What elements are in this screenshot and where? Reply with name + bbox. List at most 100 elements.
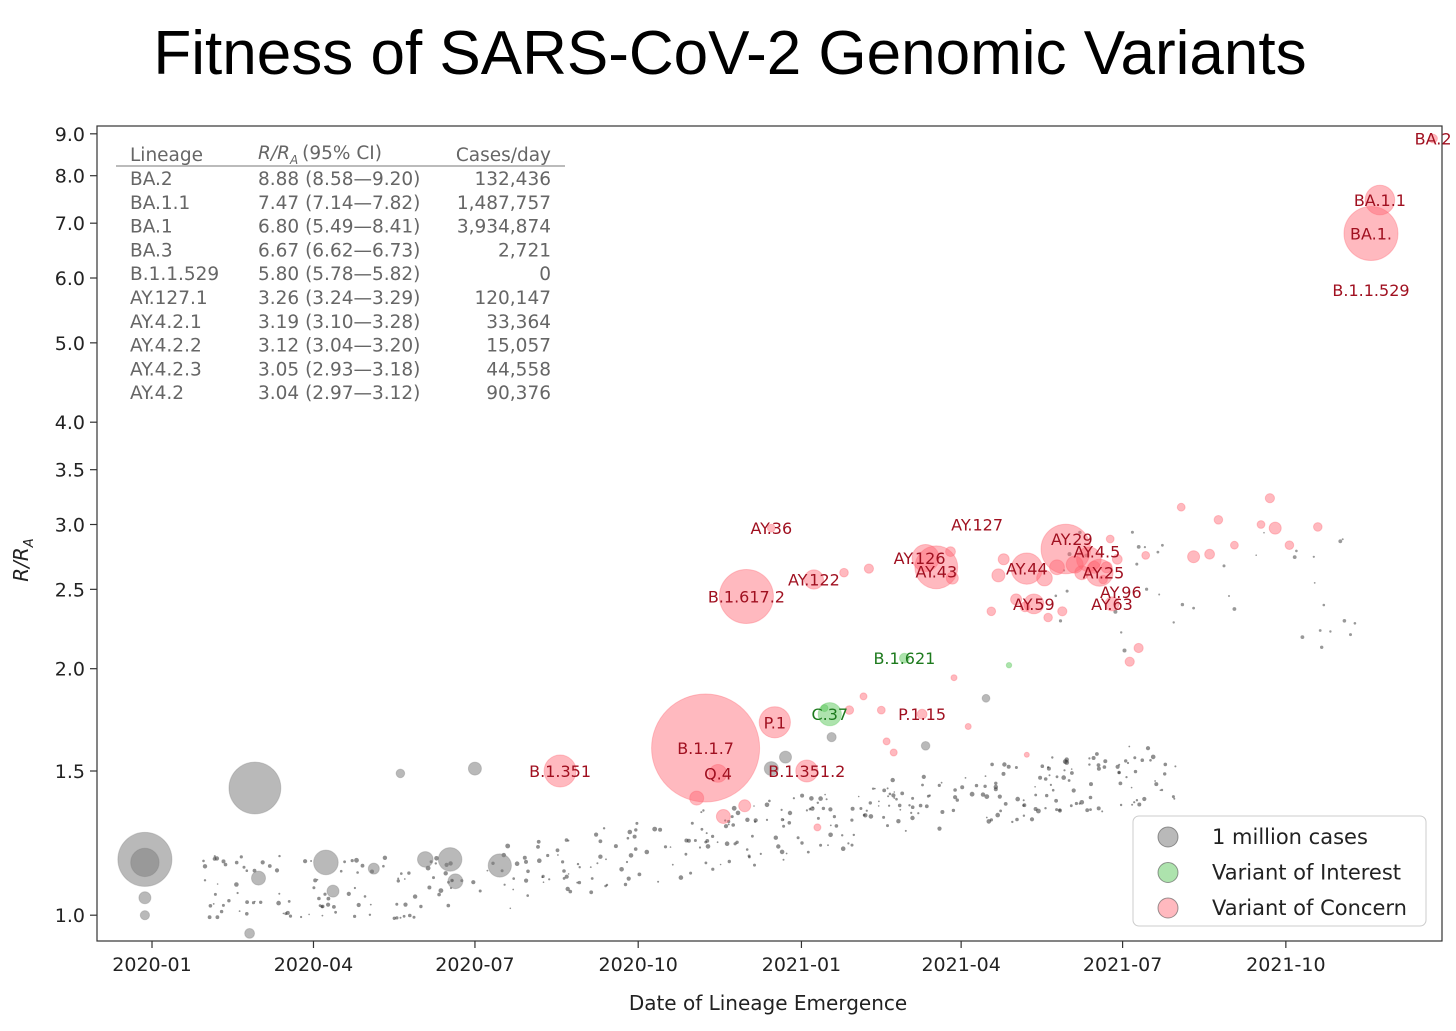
lineage-label: AY.59 xyxy=(1013,595,1055,614)
minor-lineage-dot xyxy=(1232,607,1237,611)
y-tick-label: 2.5 xyxy=(55,579,85,601)
minor-lineage-dot xyxy=(576,862,580,866)
minor-lineage-dot xyxy=(974,783,979,788)
minor-lineage-dot xyxy=(212,903,215,905)
minor-lineage-dot xyxy=(669,846,672,848)
minor-lineage-dot xyxy=(800,841,804,845)
minor-lineage-dot xyxy=(221,903,225,907)
minor-lineage-dot xyxy=(1070,768,1073,770)
minor-lineage-dot xyxy=(260,860,265,865)
lineage-point xyxy=(1343,206,1399,261)
minor-lineage-dot xyxy=(317,896,321,901)
minor-lineage-dot xyxy=(1067,552,1072,557)
table-cell-lineage: BA.1.1 xyxy=(130,193,190,214)
table-cell-cases: 33,364 xyxy=(486,312,551,333)
minor-lineage-dot xyxy=(221,859,226,864)
lineage-point xyxy=(766,523,776,533)
minor-lineage-dot xyxy=(787,821,792,825)
minor-lineage-dot xyxy=(326,896,331,901)
legend: 1 million cases Variant of Interest Varian… xyxy=(1132,815,1427,927)
y-axis-label-main: R/R xyxy=(9,547,33,582)
lineage-point-minor xyxy=(920,741,931,751)
minor-lineage-dot xyxy=(278,892,281,895)
minor-lineage-dot xyxy=(782,824,786,828)
minor-lineage-dot xyxy=(1173,797,1176,800)
lineage-label: B.1.1.7 xyxy=(677,739,734,758)
minor-lineage-dot xyxy=(711,834,715,839)
lineage-label: B.1.351.2 xyxy=(768,762,845,781)
x-tick-label: 2021-07 xyxy=(1083,954,1162,976)
minor-lineage-dot xyxy=(343,860,346,864)
minor-lineage-dot xyxy=(873,787,876,790)
lineage-point xyxy=(708,764,728,783)
minor-lineage-dot xyxy=(780,808,783,812)
minor-lineage-dot xyxy=(852,833,855,837)
lineage-point-minor xyxy=(859,692,868,701)
minor-lineage-dot xyxy=(564,838,569,842)
minor-lineage-dot xyxy=(1126,761,1130,765)
minor-lineage-dot xyxy=(1158,593,1161,596)
minor-lineage-dot xyxy=(353,914,357,919)
minor-lineage-dot xyxy=(753,863,756,867)
minor-lineage-dot xyxy=(282,912,285,915)
minor-lineage-dot xyxy=(346,891,351,897)
x-tick-label: 2020-04 xyxy=(274,954,353,976)
minor-lineage-dot xyxy=(1048,774,1051,777)
lineage-label: AY.44 xyxy=(1006,560,1048,579)
table-cell-cases: 120,147 xyxy=(474,288,551,309)
minor-lineage-dot xyxy=(202,864,208,869)
lineage-label: Q.4 xyxy=(704,764,732,783)
minor-lineage-dot xyxy=(984,794,990,799)
minor-lineage-dot xyxy=(1145,746,1151,751)
minor-lineage-dot xyxy=(403,878,406,880)
minor-lineage-dot xyxy=(897,803,902,808)
minor-lineage-dot xyxy=(1065,589,1069,593)
lineage-label: BA.2 xyxy=(1415,130,1452,149)
minor-lineage-dot xyxy=(1313,582,1316,584)
minor-lineage-dot xyxy=(893,791,896,793)
lineage-point-minor xyxy=(1043,612,1053,623)
minor-lineage-dot xyxy=(1061,775,1066,780)
minor-lineage-dot xyxy=(524,859,528,864)
lineage-point-minor xyxy=(138,891,152,905)
y-tick-label: 8.0 xyxy=(55,166,85,188)
minor-lineage-dot xyxy=(354,857,359,863)
minor-lineage-dot xyxy=(724,841,730,846)
minor-lineage-dot xyxy=(890,777,895,783)
lineage-point xyxy=(543,754,577,788)
minor-lineage-dot xyxy=(1137,802,1142,807)
minor-lineage-dot xyxy=(1130,786,1133,789)
minor-lineage-dot xyxy=(878,800,880,803)
minor-lineage-dot xyxy=(882,788,887,793)
minor-lineage-dot xyxy=(323,892,327,896)
minor-lineage-dot xyxy=(548,878,551,881)
minor-lineage-dot xyxy=(937,826,942,831)
table-cell-ratio: 3.12 (3.04—3.20) xyxy=(258,336,420,357)
minor-lineage-dot xyxy=(1055,775,1059,779)
minor-lineage-dot xyxy=(1091,756,1096,760)
minor-lineage-dot xyxy=(953,795,958,800)
minor-lineage-dot xyxy=(590,877,594,880)
lineage-point-minor xyxy=(447,873,464,890)
table-cell-ratio: 3.19 (3.10—3.28) xyxy=(258,312,420,333)
minor-lineage-dot xyxy=(850,806,855,811)
minor-lineage-dot xyxy=(1022,814,1026,817)
lineage-point-minor xyxy=(839,567,849,578)
lineage-point-minor xyxy=(1213,515,1224,525)
table-cell-lineage: BA.1 xyxy=(130,217,173,238)
minor-lineage-dot xyxy=(1149,759,1152,762)
minor-lineage-dot xyxy=(216,883,219,885)
minor-lineage-dot xyxy=(1135,562,1139,566)
minor-lineage-dot xyxy=(1255,554,1257,556)
lineage-point-minor xyxy=(1264,493,1276,504)
minor-lineage-dot xyxy=(1338,539,1343,544)
minor-lineage-dot xyxy=(735,810,741,816)
lineage-point-minor xyxy=(1256,520,1266,529)
minor-lineage-dot xyxy=(657,880,660,883)
minor-lineage-dot xyxy=(984,775,987,777)
minor-lineage-dot xyxy=(245,912,249,916)
table-cell-cases: 1,487,757 xyxy=(457,193,551,214)
minor-lineage-dot xyxy=(363,895,367,898)
minor-lineage-dot xyxy=(407,871,411,875)
